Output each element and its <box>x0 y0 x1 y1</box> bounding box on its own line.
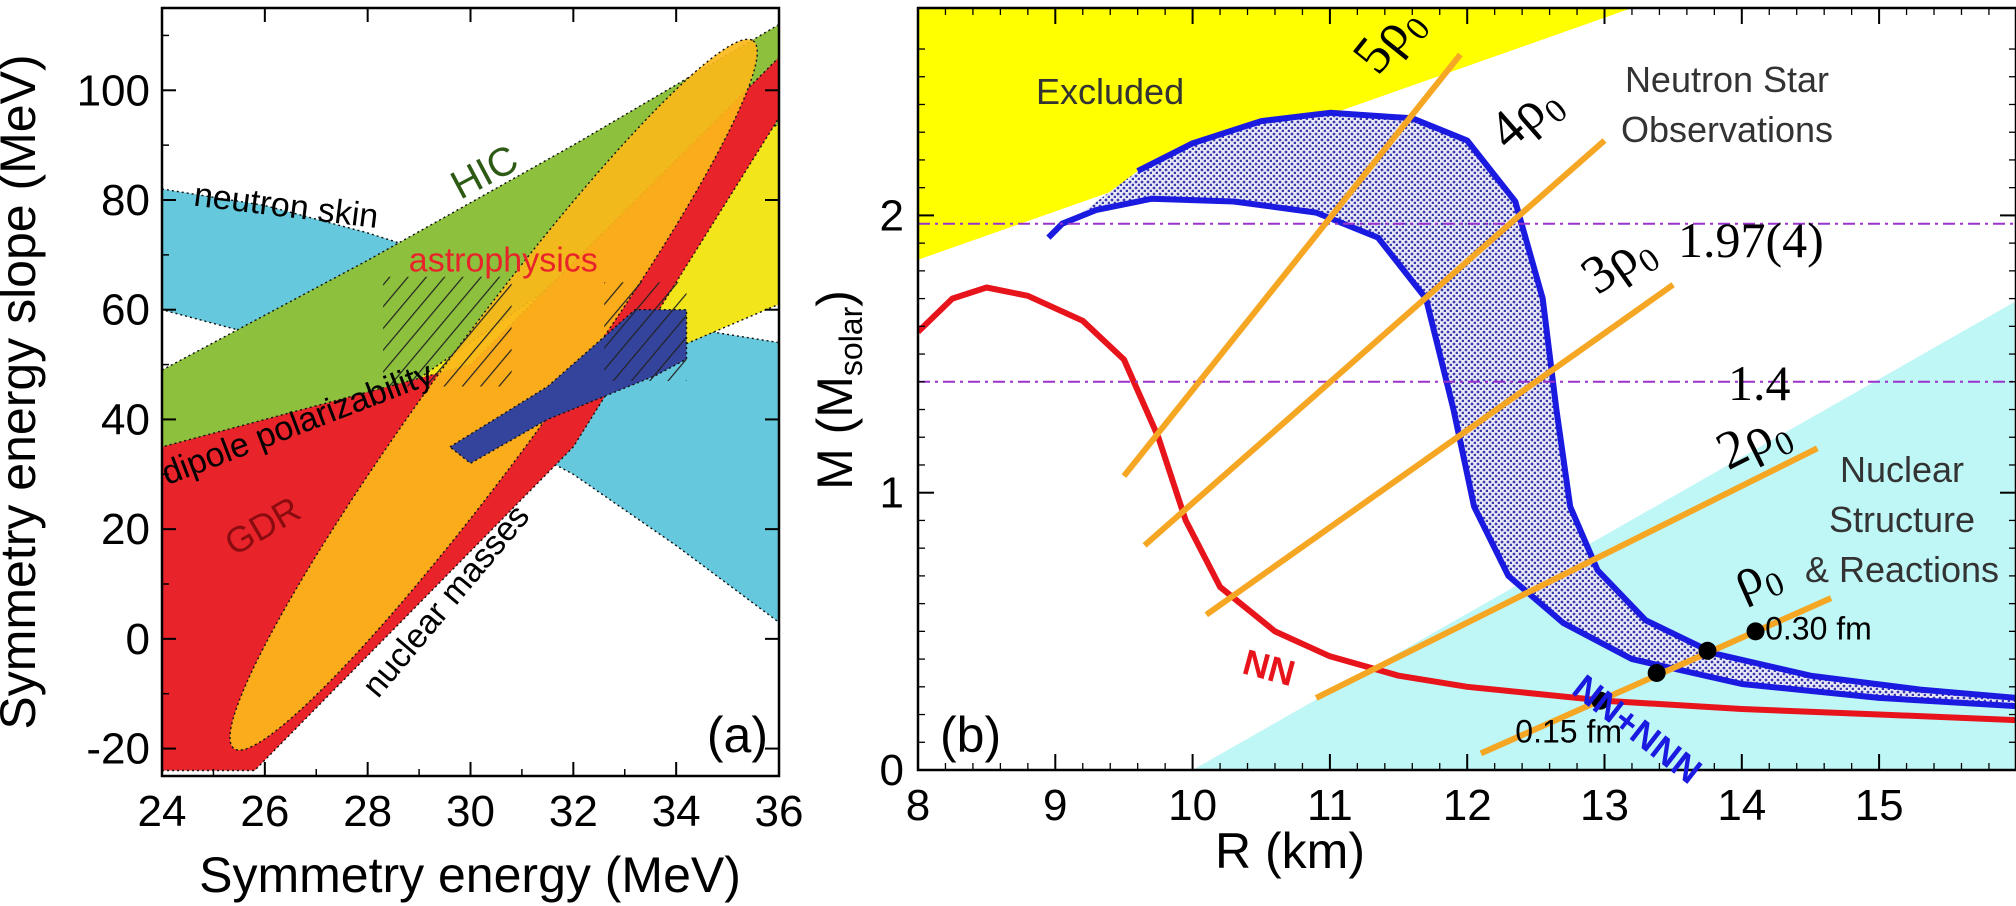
label-0.15-fm: 0.15 fm <box>1515 713 1622 749</box>
density-label: 4ρ0 <box>1477 69 1575 167</box>
x-tick-label: 30 <box>446 787 495 836</box>
panel-a-regions <box>162 23 779 772</box>
panel-b-ylabel: M (Msolar) <box>807 290 869 490</box>
x-tick-label: 24 <box>138 787 187 836</box>
x-tick-label: 34 <box>652 787 701 836</box>
label-excluded: Excluded <box>1036 71 1184 112</box>
nn-nnn-band <box>1048 112 2016 707</box>
x-tick-label: 36 <box>755 787 804 836</box>
density-marker <box>1698 641 1717 660</box>
region-nuclear-structure <box>1192 301 2016 770</box>
density-marker <box>1647 663 1666 682</box>
density-marker <box>1591 691 1610 710</box>
x-tick-label: 12 <box>1443 781 1492 830</box>
label-observations: Observations <box>1621 109 1833 150</box>
x-tick-label: 32 <box>549 787 598 836</box>
panel-b-ylabel-close: ) <box>807 290 863 307</box>
nn-line <box>918 284 2016 724</box>
region-nuclear-masses <box>229 38 758 751</box>
y-tick-label: -20 <box>86 725 150 774</box>
y-tick-label: 40 <box>101 395 150 444</box>
y-tick-label: 0 <box>126 615 150 664</box>
density-marker <box>1746 622 1765 641</box>
nn-nnn-line-inner <box>1046 195 2016 710</box>
label-astrophysics: astrophysics <box>409 241 598 279</box>
label-nn: NN <box>1239 641 1300 694</box>
density-line-4 <box>1142 138 1607 548</box>
x-tick-label: 15 <box>1855 781 1904 830</box>
x-tick-label: 8 <box>906 781 930 830</box>
density-line-5 <box>1121 52 1463 478</box>
y-tick-label: 20 <box>101 505 150 554</box>
x-tick-label: 26 <box>240 787 289 836</box>
panel-a-ticks: 24 26 28 30 32 34 36 -20 0 20 40 60 80 100 <box>77 8 804 836</box>
x-tick-label: 14 <box>1717 781 1766 830</box>
x-tick-label: 13 <box>1580 781 1629 830</box>
panel-b-ylabel-main: M (M <box>807 376 863 490</box>
label-reactions: & Reactions <box>1805 549 1999 590</box>
x-tick-label: 11 <box>1307 781 1353 830</box>
panel-b-ylabel-sub: solar <box>833 306 869 376</box>
nn-nnn-line-outer <box>1136 109 2016 701</box>
panel-b-tag: (b) <box>940 707 1001 763</box>
label-nuclear: Nuclear <box>1840 449 1964 490</box>
y-tick-label: 1 <box>880 469 904 518</box>
x-tick-label: 10 <box>1168 781 1217 830</box>
y-tick-label: 2 <box>880 191 904 240</box>
density-line-2 <box>1314 445 1819 701</box>
panel-b-content <box>918 8 2016 770</box>
y-tick-label: 60 <box>101 286 150 335</box>
label-neutron-star: Neutron Star <box>1625 59 1829 100</box>
panel-a-xlabel: Symmetry energy (MeV) <box>199 847 741 903</box>
panel-a-tag: (a) <box>707 707 768 763</box>
region-HIC <box>162 23 779 459</box>
label-mass-197: 1.97(4) <box>1678 212 1824 268</box>
y-tick-label: 0 <box>880 746 904 795</box>
panel-b-xlabel: R (km) <box>1215 823 1365 879</box>
density-line-3 <box>1204 282 1675 618</box>
hatched-constraint <box>604 282 687 381</box>
y-tick-label: 100 <box>77 66 150 115</box>
label-0.30-fm: 0.30 fm <box>1765 611 1872 647</box>
x-tick-label: 28 <box>343 787 392 836</box>
hatched-constraint <box>383 276 512 387</box>
y-tick-label: 80 <box>101 176 150 225</box>
panel-a-ylabel: Symmetry energy slope (MeV) <box>0 54 46 729</box>
label-structure: Structure <box>1829 499 1975 540</box>
label-mass-14: 1.4 <box>1728 355 1791 411</box>
x-tick-label: 9 <box>1043 781 1067 830</box>
